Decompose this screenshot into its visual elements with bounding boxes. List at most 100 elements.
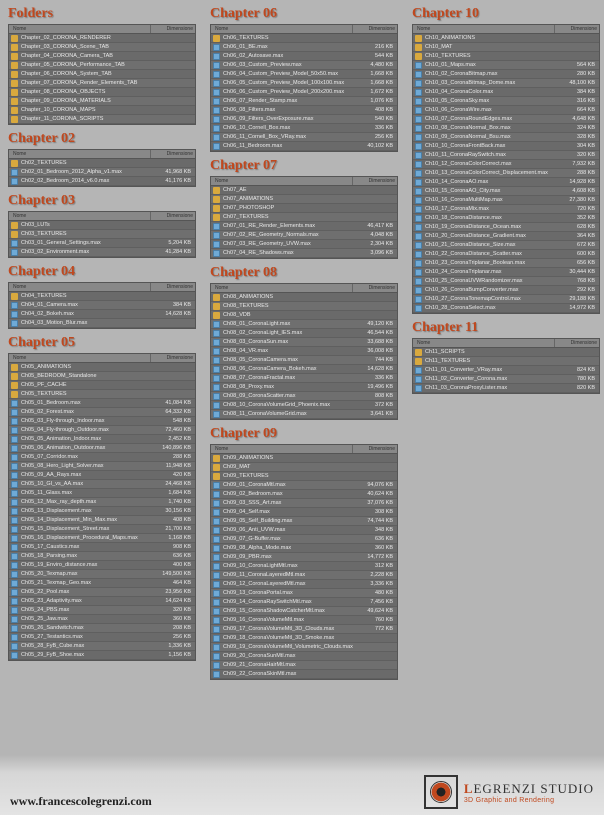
- file-row[interactable]: Ch08_04_VR.max36,008 KB: [211, 347, 397, 356]
- file-row[interactable]: Ch09_ANIMATIONS: [211, 454, 397, 463]
- file-row[interactable]: Ch05_06_Animation_Outdoor.max140,896 KB: [9, 444, 195, 453]
- file-row[interactable]: Ch09_15_CoronaShadowCatcherMtl.max49,624…: [211, 607, 397, 616]
- file-row[interactable]: Ch04_02_Bokeh.max14,628 KB: [9, 310, 195, 319]
- file-row[interactable]: Ch09_08_Alpha_Mode.max360 KB: [211, 544, 397, 553]
- panel-header[interactable]: NomeDimensione: [9, 283, 195, 292]
- file-row[interactable]: Ch04_03_Motion_Blur.max: [9, 319, 195, 328]
- file-row[interactable]: Ch09_11_CoronaLayeredMtl.max2,228 KB: [211, 571, 397, 580]
- file-row[interactable]: Ch07_03_RE_Geometry_UVW.max2,304 KB: [211, 240, 397, 249]
- file-row[interactable]: Ch10_26_CoronaBumpConverter.max292 KB: [413, 286, 599, 295]
- file-row[interactable]: Ch10_21_CoronaDistance_Size.max672 KB: [413, 241, 599, 250]
- file-row[interactable]: Ch05_03_Fly-through_Indoor.max548 KB: [9, 417, 195, 426]
- file-row[interactable]: Ch07_01_RE_Render_Elements.max46,417 KB: [211, 222, 397, 231]
- file-row[interactable]: Ch02_01_Bedroom_2012_Alpha_v1.max41,968 …: [9, 168, 195, 177]
- file-row[interactable]: Ch05_15_Displacement_Street.max21,700 KB: [9, 525, 195, 534]
- file-row[interactable]: Ch05_21_Texmap_Geo.max464 KB: [9, 579, 195, 588]
- file-row[interactable]: Ch05_13_Displacement.max30,156 KB: [9, 507, 195, 516]
- file-row[interactable]: Ch05_28_FyB_Cube.max1,336 KB: [9, 642, 195, 651]
- file-row[interactable]: Ch10_15_CoronaAO_City.max4,608 KB: [413, 187, 599, 196]
- file-row[interactable]: Ch10_16_CoronaMultiMap.max27,380 KB: [413, 196, 599, 205]
- file-row[interactable]: Ch05_17_Caustics.max908 KB: [9, 543, 195, 552]
- file-row[interactable]: Chapter_06_CORONA_System_TAB: [9, 70, 195, 79]
- file-row[interactable]: Chapter_09_CORONA_MATERIALS: [9, 97, 195, 106]
- file-row[interactable]: Ch10_03_CoronaBitmap_Dome.max48,100 KB: [413, 79, 599, 88]
- header-name[interactable]: Nome: [9, 283, 151, 291]
- header-size[interactable]: Dimensione: [151, 150, 195, 158]
- file-row[interactable]: Ch05_09_AA_Rays.max420 KB: [9, 471, 195, 480]
- file-row[interactable]: Ch05_25_Jaw.max360 KB: [9, 615, 195, 624]
- file-row[interactable]: Ch10_28_CoronaSelect.max14,972 KB: [413, 304, 599, 313]
- file-row[interactable]: Ch08_05_CoronaCamera.max744 KB: [211, 356, 397, 365]
- file-row[interactable]: Ch09_06_Anti_UVW.max348 KB: [211, 526, 397, 535]
- header-size[interactable]: Dimensione: [353, 445, 397, 453]
- file-row[interactable]: Ch04_01_Camera.max384 KB: [9, 301, 195, 310]
- file-row[interactable]: Ch05_08_Hero_Light_Solver.max11,948 KB: [9, 462, 195, 471]
- file-row[interactable]: Ch10_13_CoronaColorCorrect_Displacement.…: [413, 169, 599, 178]
- file-row[interactable]: Ch06_03_Custom_Preview.max4,480 KB: [211, 61, 397, 70]
- file-row[interactable]: Ch10_11_CoronaRaySwitch.max320 KB: [413, 151, 599, 160]
- file-row[interactable]: Ch10_27_CoronaTonemapControl.max29,188 K…: [413, 295, 599, 304]
- file-row[interactable]: Ch07_PHOTOSHOP: [211, 204, 397, 213]
- file-row[interactable]: Ch03_02_Environment.max41,284 KB: [9, 248, 195, 257]
- file-row[interactable]: Ch05_22_Pool.max23,956 KB: [9, 588, 195, 597]
- file-row[interactable]: Ch08_11_CoronaVolumeGrid.max3,641 KB: [211, 410, 397, 419]
- file-row[interactable]: Ch06_01_BE.max216 KB: [211, 43, 397, 52]
- file-row[interactable]: Ch02_TEXTURES: [9, 159, 195, 168]
- file-row[interactable]: Ch05_27_Testantics.max256 KB: [9, 633, 195, 642]
- file-row[interactable]: Ch06_10_Cornell_Box.max336 KB: [211, 124, 397, 133]
- file-row[interactable]: Ch09_12_CoronaLayeredMtl.max3,336 KB: [211, 580, 397, 589]
- file-row[interactable]: Ch05_12_Max_ray_depth.max1,740 KB: [9, 498, 195, 507]
- header-size[interactable]: Dimensione: [353, 25, 397, 33]
- file-row[interactable]: Ch07_TEXTURES: [211, 213, 397, 222]
- panel-header[interactable]: NomeDimensione: [211, 25, 397, 34]
- file-row[interactable]: Ch05_PF_CACHE: [9, 381, 195, 390]
- file-row[interactable]: Ch08_02_CoronaLight_IES.max46,544 KB: [211, 329, 397, 338]
- header-size[interactable]: Dimensione: [151, 212, 195, 220]
- file-row[interactable]: Ch10_12_CoronaColorCorrect.max7,932 KB: [413, 160, 599, 169]
- panel-header[interactable]: NomeDimensione: [9, 25, 195, 34]
- file-row[interactable]: Ch03_01_General_Settings.max5,204 KB: [9, 239, 195, 248]
- file-row[interactable]: Ch11_SCRIPTS: [413, 348, 599, 357]
- file-row[interactable]: Ch05_16_Displacement_Procedural_Maps.max…: [9, 534, 195, 543]
- header-name[interactable]: Nome: [211, 25, 353, 33]
- header-size[interactable]: Dimensione: [555, 339, 599, 347]
- panel-header[interactable]: NomeDimensione: [211, 177, 397, 186]
- file-row[interactable]: Chapter_10_CORONA_MAPS: [9, 106, 195, 115]
- header-name[interactable]: Nome: [211, 284, 353, 292]
- file-row[interactable]: Ch10_01_Maps.max564 KB: [413, 61, 599, 70]
- file-row[interactable]: Ch09_14_CoronaRaySwitchMtl.max7,456 KB: [211, 598, 397, 607]
- file-row[interactable]: Ch07_04_RE_Shadows.max3,096 KB: [211, 249, 397, 258]
- file-row[interactable]: Ch05_10_GI_vs_AA.max24,468 KB: [9, 480, 195, 489]
- panel-header[interactable]: NomeDimensione: [9, 212, 195, 221]
- file-row[interactable]: Ch06_11_Bedroom.max40,102 KB: [211, 142, 397, 151]
- file-row[interactable]: Ch10_02_CoronaBitmap.max280 KB: [413, 70, 599, 79]
- file-row[interactable]: Ch10_14_CoronaAO.max14,928 KB: [413, 178, 599, 187]
- file-row[interactable]: Ch09_21_CoronaHairMtl.max: [211, 661, 397, 670]
- file-row[interactable]: Ch11_03_CoronaProxyLister.max820 KB: [413, 384, 599, 393]
- file-row[interactable]: Ch05_07_Corridor.max288 KB: [9, 453, 195, 462]
- file-row[interactable]: Ch06_TEXTURES: [211, 34, 397, 43]
- file-row[interactable]: Ch10_MAT: [413, 43, 599, 52]
- file-row[interactable]: Ch05_TEXTURES: [9, 390, 195, 399]
- file-row[interactable]: Ch05_05_Animation_Indoor.max2,452 KB: [9, 435, 195, 444]
- file-row[interactable]: Ch05_02_Forest.max64,332 KB: [9, 408, 195, 417]
- file-row[interactable]: Ch11_02_Converter_Corona.max780 KB: [413, 375, 599, 384]
- file-row[interactable]: Chapter_11_CORONA_SCRIPTS: [9, 115, 195, 124]
- header-name[interactable]: Nome: [211, 177, 353, 185]
- file-row[interactable]: Ch09_13_CoronaPortal.max480 KB: [211, 589, 397, 598]
- header-name[interactable]: Nome: [9, 212, 151, 220]
- file-row[interactable]: Chapter_02_CORONA_RENDERER: [9, 34, 195, 43]
- file-row[interactable]: Chapter_04_CORONA_Camera_TAB: [9, 52, 195, 61]
- header-size[interactable]: Dimensione: [353, 284, 397, 292]
- file-row[interactable]: Ch09_16_CoronaVolumeMtl.max760 KB: [211, 616, 397, 625]
- file-row[interactable]: Chapter_05_CORONA_Performance_TAB: [9, 61, 195, 70]
- file-row[interactable]: Ch10_23_CoronaTriplanar_Boolean.max656 K…: [413, 259, 599, 268]
- file-row[interactable]: Ch08_06_CoronaCamera_Bokeh.max14,628 KB: [211, 365, 397, 374]
- file-row[interactable]: Ch06_05_Custom_Preview_Model_100x100.max…: [211, 79, 397, 88]
- file-row[interactable]: Ch05_11_Glass.max1,684 KB: [9, 489, 195, 498]
- file-row[interactable]: Ch02_02_Bedroom_2014_v6.0.max41,176 KB: [9, 177, 195, 186]
- file-row[interactable]: Ch05_24_PBS.max320 KB: [9, 606, 195, 615]
- file-row[interactable]: Ch08_08_Proxy.max19,496 KB: [211, 383, 397, 392]
- file-row[interactable]: Ch10_24_CoronaTriplanar.max30,444 KB: [413, 268, 599, 277]
- file-row[interactable]: Ch09_MAT: [211, 463, 397, 472]
